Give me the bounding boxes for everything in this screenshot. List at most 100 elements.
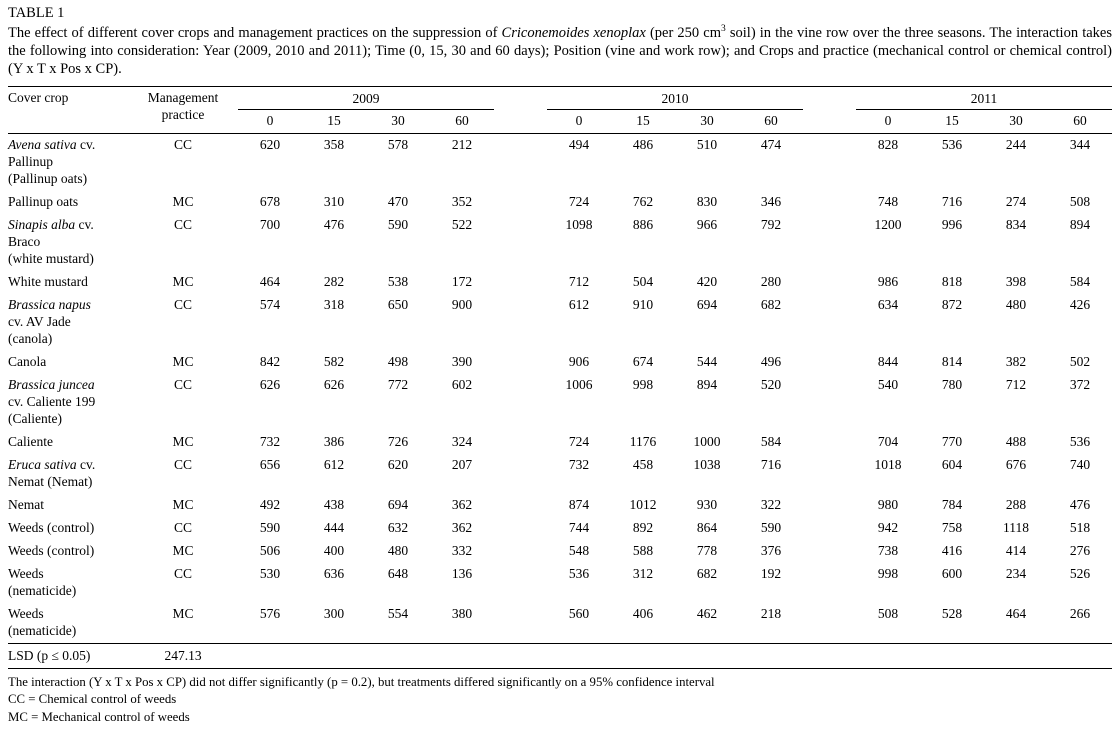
- value-cell: 508: [877, 606, 899, 622]
- table-row: Avena sativa cv. Pallinup (Pallinup oats) C…: [8, 133, 1112, 192]
- value-cell: 486: [611, 133, 675, 192]
- value-cell: 480: [1005, 297, 1027, 313]
- header-time-0: 0: [575, 113, 583, 129]
- value-cell: 576: [259, 606, 281, 622]
- value-cell: 464: [259, 274, 281, 290]
- results-table: Cover crop Management practice 2009 2010…: [8, 86, 1112, 670]
- value-cell: 1000: [693, 434, 721, 450]
- header-time-30: 30: [391, 113, 405, 129]
- value-cell: 716: [760, 457, 782, 473]
- value-cell: 626: [259, 377, 281, 393]
- gap-cell: [803, 351, 856, 374]
- value-cell: 1176: [629, 434, 657, 450]
- value-cell: 520: [760, 377, 782, 393]
- value-cell: 528: [941, 606, 963, 622]
- crop-cell: Weeds (nematicide): [8, 566, 77, 599]
- value-cell: 464: [1005, 606, 1027, 622]
- value-cell: 612: [568, 297, 590, 313]
- value-cell: 980: [877, 497, 899, 513]
- value-cell: 536: [1069, 434, 1091, 450]
- value-cell: 612: [323, 457, 345, 473]
- header-time-60: 60: [764, 113, 778, 129]
- header-time-15: 15: [636, 113, 650, 129]
- value-cell: 694: [387, 497, 409, 513]
- value-cell: 288: [1005, 497, 1027, 513]
- header-time-15: 15: [327, 113, 341, 129]
- gap-cell: [494, 454, 547, 494]
- value-cell: 578: [366, 133, 430, 192]
- gap-cell: [494, 351, 547, 374]
- crop-cell: Sinapis alba cv. Braco (white mustard): [8, 217, 94, 267]
- value-cell: 762: [632, 194, 654, 210]
- crop-cell: Pallinup oats: [8, 194, 79, 210]
- value-cell: 554: [387, 606, 409, 622]
- value-cell: 502: [1069, 354, 1091, 370]
- value-cell: 600: [941, 566, 963, 582]
- lsd-empty-cell: [238, 643, 1112, 670]
- value-cell: 538: [387, 274, 409, 290]
- table-row: Canola MC 842 582 498 390 906 674 544 496 844 814 38…: [8, 351, 1112, 374]
- table-row: Weeds (control) CC 590 444 632 362 744 892 864 59…: [8, 517, 1112, 540]
- value-cell: 386: [323, 434, 345, 450]
- value-cell: 738: [877, 543, 899, 559]
- value-cell: 420: [696, 274, 718, 290]
- value-cell: 324: [451, 434, 473, 450]
- table-row: Weeds (nematicide) CC 530 636 648 136 536 312 682…: [8, 563, 1112, 603]
- header-gap: [803, 110, 856, 134]
- value-cell: 1098: [565, 217, 593, 233]
- value-cell: 470: [387, 194, 409, 210]
- crop-cell: Avena sativa cv. Pallinup (Pallinup oats): [8, 133, 128, 192]
- value-cell: 504: [632, 274, 654, 290]
- species-name: Brassica juncea: [8, 377, 95, 393]
- practice-cell: CC: [173, 377, 192, 393]
- value-cell: 372: [1069, 377, 1091, 393]
- header-time-60: 60: [455, 113, 469, 129]
- value-cell: 910: [632, 297, 654, 313]
- gap-cell: [803, 191, 856, 214]
- practice-cell: MC: [172, 434, 194, 450]
- crop-cell: Brassica napus cv. AV Jade (canola): [8, 297, 91, 347]
- value-cell: 540: [877, 377, 899, 393]
- crop-cell: Weeds (control): [8, 520, 95, 536]
- value-cell: 906: [568, 354, 590, 370]
- table-row: Pallinup oats MC 678 310 470 352 724 762 830 346 7…: [8, 191, 1112, 214]
- footnotes: The interaction (Y x T x Pos x CP) did n…: [8, 674, 1112, 725]
- practice-cell: CC: [173, 520, 192, 536]
- value-cell: 274: [1005, 194, 1027, 210]
- table-row: Weeds (control) MC 506 400 480 332 548 588 778 37…: [8, 540, 1112, 563]
- table-row: Nemat MC 492 438 694 362 874 1012 930 322 980 784 28…: [8, 494, 1112, 517]
- value-cell: 1038: [693, 457, 721, 473]
- species-name: Eruca sativa: [8, 457, 77, 473]
- gap-cell: [494, 214, 547, 271]
- value-cell: 716: [941, 194, 963, 210]
- value-cell: 602: [451, 377, 473, 393]
- value-cell: 864: [696, 520, 718, 536]
- footnote-mc: MC = Mechanical control of weeds: [8, 709, 190, 724]
- value-cell: 362: [451, 520, 473, 536]
- value-cell: 536: [920, 133, 984, 192]
- value-cell: 496: [760, 354, 782, 370]
- time-header-row: 0 15 30 60 0 15 30 60 0 15 30 60: [8, 110, 1112, 134]
- value-cell: 492: [259, 497, 281, 513]
- table-row: White mustard MC 464 282 538 172 712 504 420 280 9…: [8, 271, 1112, 294]
- gap-cell: [803, 494, 856, 517]
- value-cell: 894: [696, 377, 718, 393]
- gap-cell: [494, 271, 547, 294]
- value-cell: 694: [696, 297, 718, 313]
- value-cell: 1118: [1003, 520, 1029, 536]
- value-cell: 474: [739, 133, 803, 192]
- table-row: Caliente MC 732 386 726 324 724 1176 1000 584 704 7…: [8, 431, 1112, 454]
- value-cell: 522: [451, 217, 473, 233]
- value-cell: 207: [451, 457, 473, 473]
- value-cell: 966: [696, 217, 718, 233]
- gap-cell: [494, 191, 547, 214]
- value-cell: 590: [259, 520, 281, 536]
- value-cell: 778: [696, 543, 718, 559]
- gap-cell: [494, 517, 547, 540]
- value-cell: 390: [451, 354, 473, 370]
- gap-cell: [803, 133, 856, 192]
- value-cell: 620: [387, 457, 409, 473]
- value-cell: 784: [941, 497, 963, 513]
- gap-cell: [494, 540, 547, 563]
- lsd-label: LSD (p ≤ 0.05): [8, 643, 128, 670]
